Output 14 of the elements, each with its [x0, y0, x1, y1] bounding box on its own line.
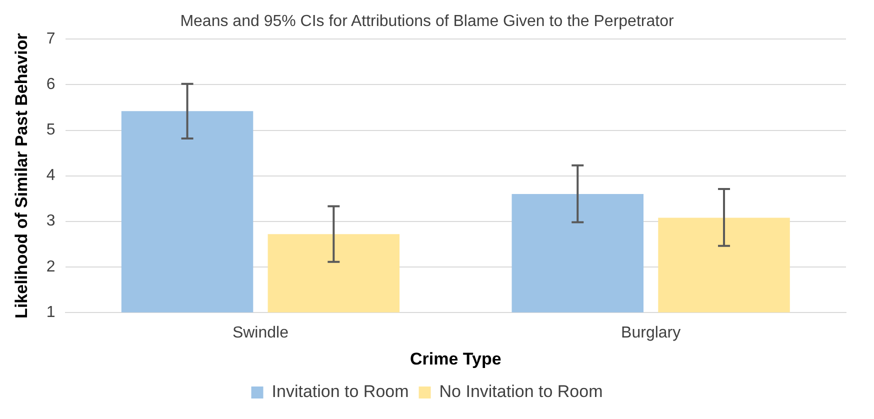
y-axis-title: Likelihood of Similar Past Behavior — [12, 32, 31, 318]
legend-label: No Invitation to Room — [439, 382, 603, 402]
y-tick-label: 1 — [46, 304, 56, 321]
x-tick-label: Swindle — [232, 324, 289, 342]
x-axis-title: Crime Type — [410, 349, 502, 368]
chart-title: Means and 95% CIs for Attributions of Blame Given to the Perpetrator — [180, 13, 674, 30]
y-tick-label: 2 — [46, 258, 56, 276]
legend-label: Invitation to Room — [272, 382, 409, 402]
x-tick-label: Burglary — [621, 324, 681, 342]
y-tick-label: 4 — [46, 167, 56, 184]
y-tick-label: 7 — [46, 30, 56, 48]
y-tick-label: 5 — [46, 122, 56, 139]
y-tick-label: 3 — [46, 212, 56, 230]
y-tick-label: 6 — [46, 76, 56, 94]
